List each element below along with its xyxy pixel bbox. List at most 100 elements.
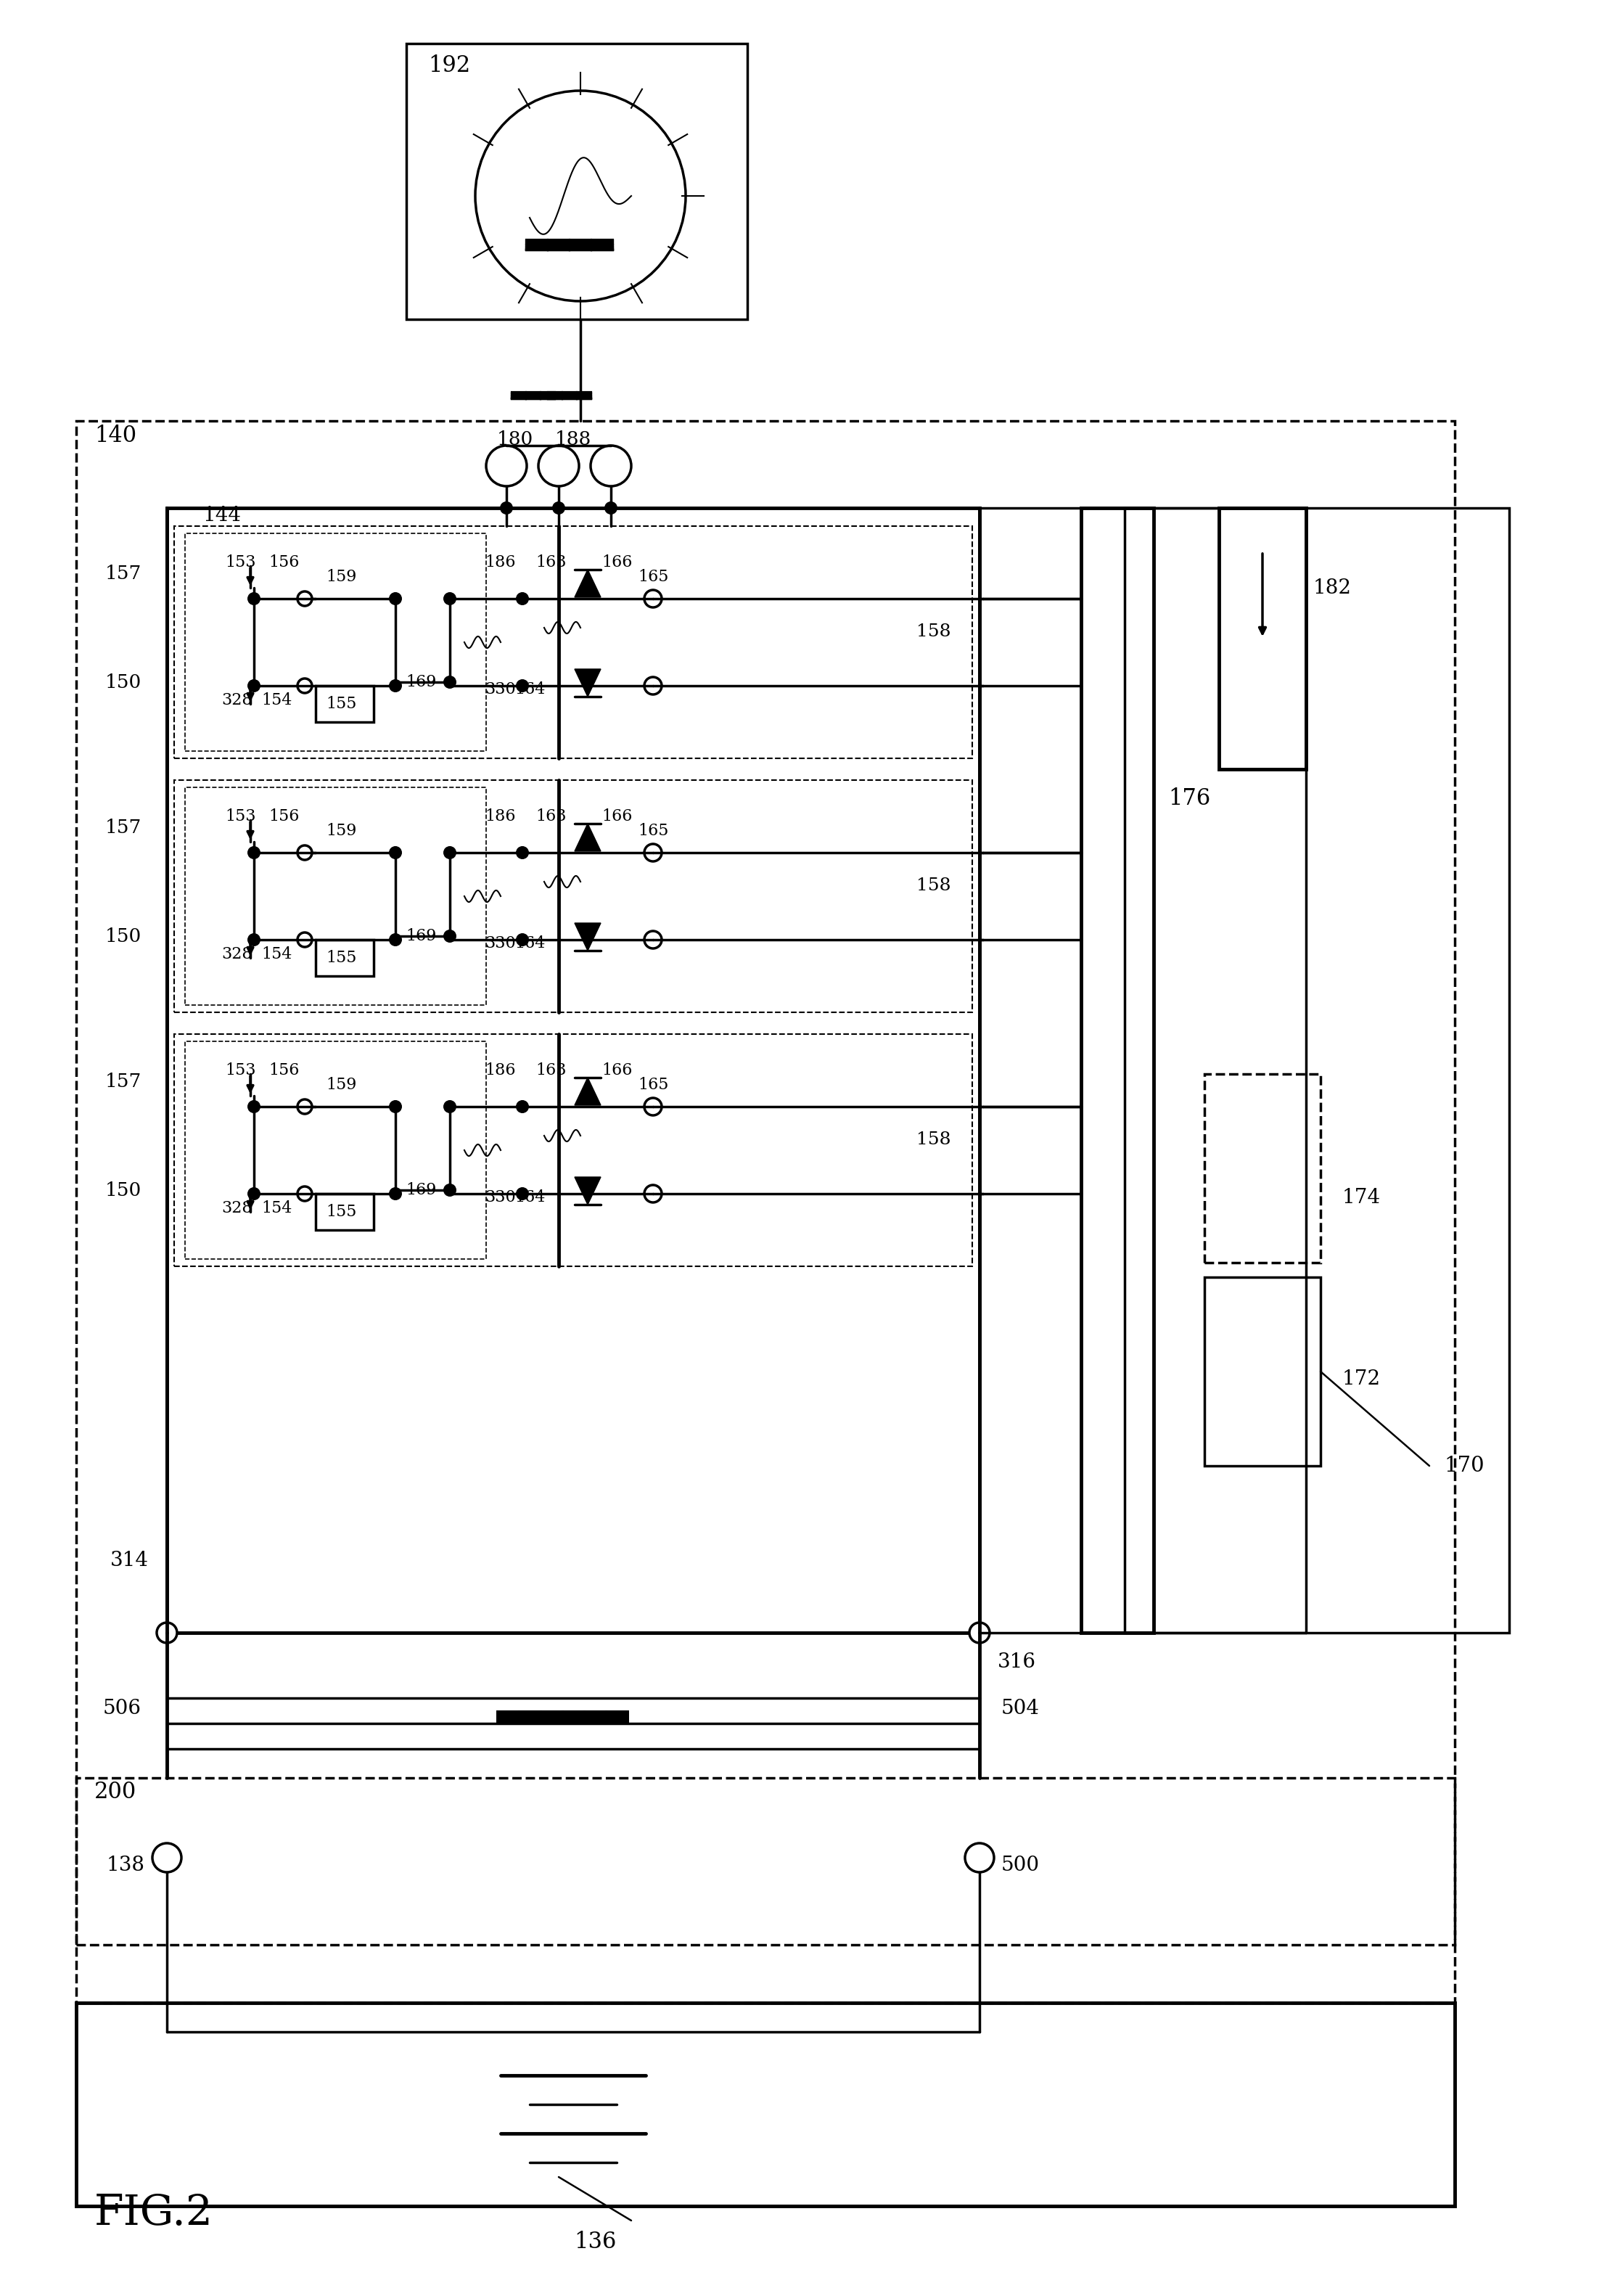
Text: 165: 165 <box>637 822 668 838</box>
Circle shape <box>443 847 456 859</box>
Bar <box>175 526 972 758</box>
Circle shape <box>248 1100 260 1114</box>
Text: 159: 159 <box>325 822 356 838</box>
Text: 174: 174 <box>1343 1187 1380 1208</box>
Text: 165: 165 <box>637 1077 668 1093</box>
Text: 163: 163 <box>536 808 566 824</box>
Circle shape <box>443 1182 456 1196</box>
Text: 154: 154 <box>260 946 291 962</box>
Bar <box>175 781 972 1013</box>
Circle shape <box>500 501 513 514</box>
Circle shape <box>248 932 260 946</box>
Text: 140: 140 <box>94 425 136 448</box>
Text: 156: 156 <box>269 553 299 569</box>
Text: 163: 163 <box>536 1063 566 1079</box>
Text: 157: 157 <box>105 565 141 583</box>
Circle shape <box>516 847 529 859</box>
Text: 150: 150 <box>105 928 141 946</box>
Text: 138: 138 <box>107 1855 146 1876</box>
Circle shape <box>516 1187 529 1201</box>
Circle shape <box>591 445 631 487</box>
Bar <box>1125 507 1510 1632</box>
Circle shape <box>539 445 579 487</box>
Text: 153: 153 <box>225 1063 256 1079</box>
Text: 157: 157 <box>105 817 141 836</box>
Circle shape <box>298 932 312 946</box>
Text: 169: 169 <box>406 675 437 691</box>
Text: 182: 182 <box>1314 579 1351 597</box>
Bar <box>316 1194 374 1231</box>
Text: 136: 136 <box>574 2232 616 2255</box>
Circle shape <box>476 92 686 301</box>
Circle shape <box>388 592 401 606</box>
Circle shape <box>644 1185 662 1203</box>
Circle shape <box>443 930 456 944</box>
Circle shape <box>388 847 401 859</box>
Text: 150: 150 <box>105 1180 141 1199</box>
Circle shape <box>298 680 312 693</box>
Circle shape <box>644 590 662 608</box>
Text: 330: 330 <box>485 934 516 951</box>
Text: 166: 166 <box>602 1063 633 1079</box>
Circle shape <box>443 592 456 606</box>
Text: 328: 328 <box>222 1201 252 1217</box>
Text: 163: 163 <box>536 553 566 569</box>
Circle shape <box>969 1623 990 1644</box>
Circle shape <box>248 847 260 859</box>
Bar <box>1081 507 1154 1632</box>
Text: 166: 166 <box>602 808 633 824</box>
Text: 330: 330 <box>485 1189 516 1205</box>
Circle shape <box>298 1100 312 1114</box>
Bar <box>316 939 374 976</box>
Text: 154: 154 <box>260 1201 291 1217</box>
Text: 155: 155 <box>325 1203 356 1219</box>
Bar <box>406 44 748 319</box>
Text: 172: 172 <box>1343 1368 1380 1389</box>
Circle shape <box>443 1100 456 1114</box>
Bar <box>184 1042 485 1258</box>
Circle shape <box>485 445 527 487</box>
Circle shape <box>552 501 565 514</box>
Polygon shape <box>574 923 600 951</box>
Bar <box>167 507 979 1632</box>
Text: 153: 153 <box>225 553 256 569</box>
Text: 150: 150 <box>105 673 141 691</box>
Text: 186: 186 <box>485 553 516 569</box>
Text: 158: 158 <box>916 622 950 641</box>
Text: 166: 166 <box>602 553 633 569</box>
Circle shape <box>644 677 662 693</box>
Bar <box>76 1777 1455 2002</box>
Text: 164: 164 <box>515 682 545 698</box>
Circle shape <box>516 592 529 606</box>
Text: 156: 156 <box>269 808 299 824</box>
Text: 155: 155 <box>325 696 356 712</box>
Text: 156: 156 <box>269 1063 299 1079</box>
Polygon shape <box>574 824 600 852</box>
Text: 180: 180 <box>497 429 534 448</box>
Circle shape <box>388 932 401 946</box>
Bar <box>316 687 374 721</box>
Text: 192: 192 <box>429 55 471 76</box>
Text: 158: 158 <box>916 877 950 893</box>
Circle shape <box>388 680 401 693</box>
Text: 328: 328 <box>222 946 252 962</box>
Text: 186: 186 <box>485 1063 516 1079</box>
Text: 155: 155 <box>325 951 356 967</box>
Text: FIG.2: FIG.2 <box>94 2193 214 2234</box>
Text: 176: 176 <box>1168 788 1210 810</box>
Text: 328: 328 <box>222 693 252 707</box>
Circle shape <box>516 1100 529 1114</box>
Circle shape <box>298 1187 312 1201</box>
Text: 169: 169 <box>406 928 437 944</box>
Circle shape <box>152 1844 181 1871</box>
Bar <box>1204 1075 1320 1263</box>
Circle shape <box>248 680 260 693</box>
Polygon shape <box>574 1077 600 1104</box>
Circle shape <box>644 1097 662 1116</box>
Bar <box>1204 1277 1320 1465</box>
Circle shape <box>516 680 529 693</box>
Text: 504: 504 <box>1002 1699 1040 1720</box>
Text: 314: 314 <box>110 1550 149 1570</box>
Circle shape <box>964 1844 993 1871</box>
Circle shape <box>248 1187 260 1201</box>
